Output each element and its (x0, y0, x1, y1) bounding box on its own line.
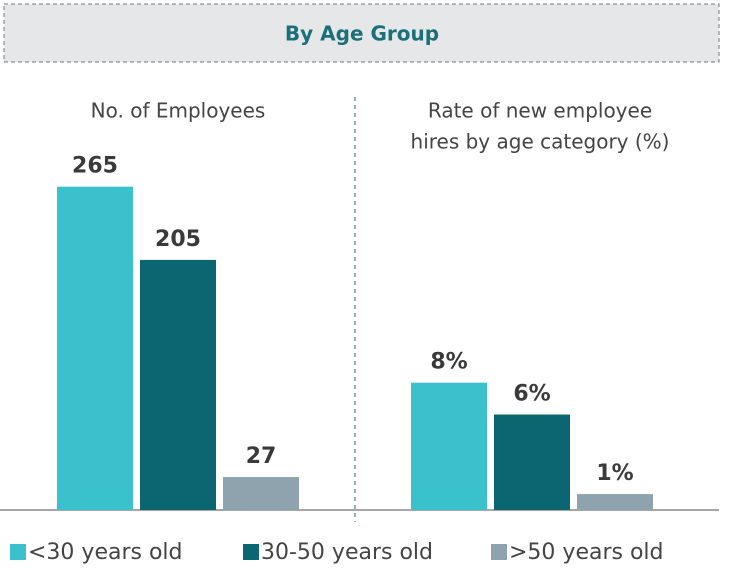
bar (57, 186, 133, 510)
bar (494, 414, 570, 510)
bar (223, 477, 299, 510)
data-label: 265 (72, 154, 118, 179)
data-label: 6% (513, 382, 550, 407)
chart-title: Rate of new employee (428, 99, 652, 123)
legend-label: >50 years old (509, 540, 664, 565)
bar (140, 259, 216, 510)
data-label: 8% (430, 350, 467, 375)
legend-swatch (10, 544, 26, 560)
bar (577, 494, 653, 510)
legend-swatch (491, 544, 507, 560)
legend-label: 30-50 years old (261, 540, 433, 565)
legend-label: <30 years old (28, 540, 183, 565)
chart-title: No. of Employees (91, 99, 266, 123)
data-label: 205 (155, 227, 201, 252)
legend-swatch (243, 544, 259, 560)
data-label: 27 (246, 444, 277, 469)
bar (411, 382, 487, 510)
header-banner (3, 3, 720, 63)
data-label: 1% (596, 461, 633, 486)
header-title: By Age Group (285, 22, 439, 46)
chart-title: hires by age category (%) (411, 130, 670, 154)
